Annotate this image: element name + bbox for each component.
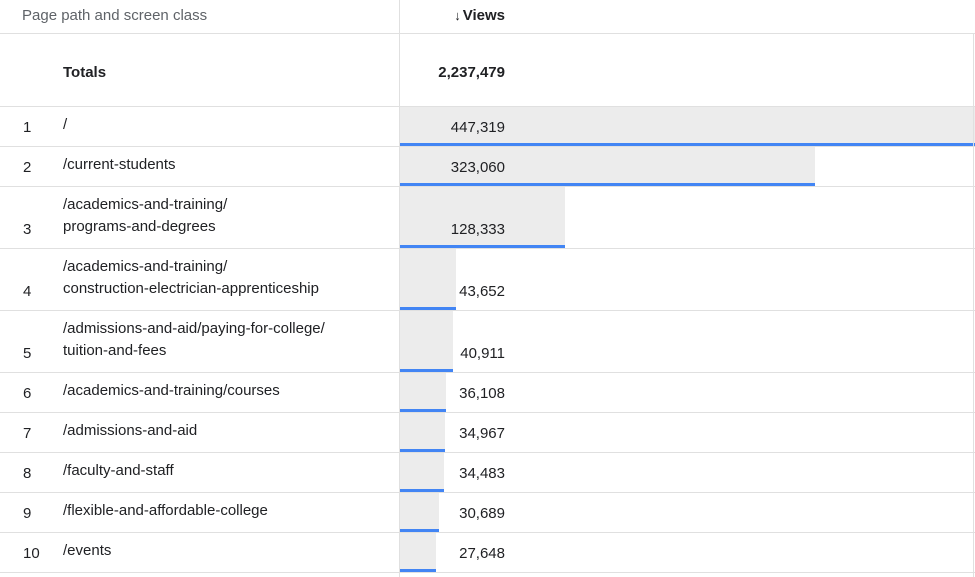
views-bar [400, 533, 436, 572]
sort-descending-icon: ↓ [454, 8, 461, 23]
page-path-link[interactable]: /academics-and-training/courses [63, 382, 280, 399]
row-rank: 2 [23, 159, 32, 176]
table-row[interactable]: 6/academics-and-training/courses 36,108 [0, 373, 975, 413]
views-value: 34,483 [459, 465, 505, 482]
page-path-link[interactable]: /academics-and-training/ programs-and-de… [63, 196, 228, 235]
views-column-header[interactable]: ↓ Views [0, 7, 505, 24]
page-path-link[interactable]: /admissions-and-aid [63, 422, 198, 439]
views-bar [400, 493, 440, 532]
views-value: 34,967 [459, 425, 505, 442]
views-bar [400, 147, 816, 186]
dimension-column-header[interactable]: Page path and screen class [22, 7, 208, 24]
page-path-link[interactable]: / [63, 116, 68, 133]
row-rank: 9 [23, 505, 32, 522]
views-bar [400, 413, 445, 452]
views-value: 128,333 [450, 221, 505, 238]
page-path-link[interactable]: /academics-and-training/ construction-el… [63, 258, 319, 297]
totals-label: Totals [63, 64, 107, 81]
views-bar [400, 311, 453, 372]
views-bar [400, 107, 975, 146]
row-rank: 8 [23, 465, 32, 482]
row-rank: 1 [23, 119, 32, 136]
table-row[interactable]: 9/flexible-and-affordable-college 30,689 [0, 493, 975, 533]
totals-value: 2,237,479 [438, 64, 505, 81]
table-header: Page path and screen class ↓ Views [0, 0, 975, 34]
table-row[interactable]: 7/admissions-and-aid 34,967 [0, 413, 975, 453]
table-right-border [973, 34, 974, 577]
table-row[interactable]: 5/admissions-and-aid/paying-for-college/… [0, 311, 975, 373]
views-bar [400, 373, 447, 412]
row-rank: 10 [23, 545, 40, 562]
totals-row: Totals 2,237,479 [0, 34, 975, 107]
row-rank: 5 [23, 345, 32, 362]
table-row[interactable]: 4/academics-and-training/ construction-e… [0, 249, 975, 311]
table-row[interactable]: 1 / 447,319 [0, 107, 975, 147]
row-rank: 7 [23, 425, 32, 442]
page-path-link[interactable]: /admissions-and-aid/paying-for-college/ … [63, 320, 325, 359]
page-path-link[interactable]: /events [63, 542, 112, 559]
views-value: 36,108 [459, 385, 505, 402]
views-bar [400, 249, 457, 310]
page-path-link[interactable]: /faculty-and-staff [63, 462, 174, 479]
views-value: 40,911 [460, 345, 505, 362]
row-rank: 6 [23, 385, 32, 402]
views-value: 43,652 [459, 283, 505, 300]
column-divider [399, 0, 400, 577]
views-value: 447,319 [450, 119, 505, 136]
page-path-link[interactable]: /flexible-and-affordable-college [63, 502, 268, 519]
table-row[interactable]: 2/current-students 323,060 [0, 147, 975, 187]
views-bar [400, 187, 565, 248]
views-column-label: Views [462, 7, 505, 24]
row-rank: 3 [23, 221, 32, 238]
views-value: 27,648 [459, 545, 505, 562]
views-value: 30,689 [459, 505, 505, 522]
page-path-link[interactable]: /current-students [63, 156, 176, 173]
views-bar [400, 453, 445, 492]
table-row[interactable]: 10/events 27,648 [0, 533, 975, 573]
table-row[interactable]: 3/academics-and-training/ programs-and-d… [0, 187, 975, 249]
row-rank: 4 [23, 283, 32, 300]
table-row[interactable]: 8/faculty-and-staff 34,483 [0, 453, 975, 493]
views-value: 323,060 [450, 159, 505, 176]
